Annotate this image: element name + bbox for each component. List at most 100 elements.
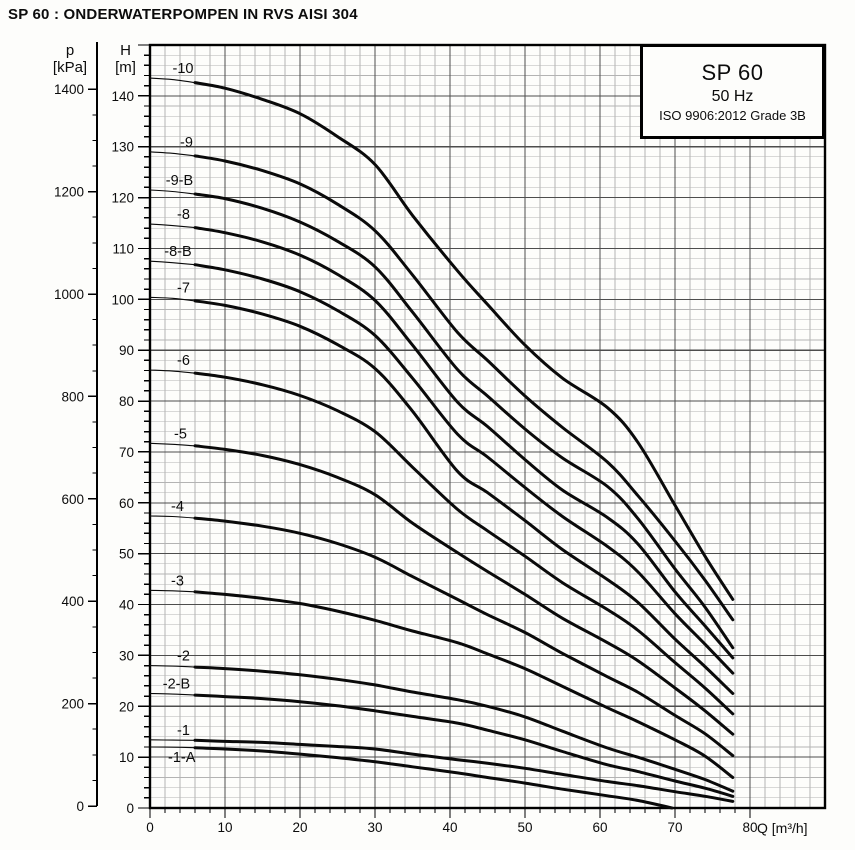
curve-thin-segment [149, 223, 196, 229]
curve-thin-segment [149, 665, 196, 668]
tick-label: 20 [292, 820, 307, 835]
curve-thick-segment [193, 154, 735, 622]
tick-label: 30 [119, 648, 134, 663]
curve--1-A [149, 746, 674, 810]
curve-thin-segment [149, 739, 196, 741]
curve-thick-segment [193, 746, 674, 810]
tick-label: 40 [119, 598, 134, 613]
curve--7 [149, 296, 735, 695]
plot-frame [148, 43, 827, 810]
tick-label: 1400 [54, 82, 84, 97]
curve-label--8-B: -8-B [164, 244, 191, 260]
legend-box: SP 60 50 Hz ISO 9906:2012 Grade 3B [640, 44, 825, 139]
curve-thick-segment [193, 693, 735, 798]
tick-label: 400 [61, 594, 84, 609]
tick-label: 0 [146, 820, 154, 835]
tick-label: 130 [111, 140, 134, 155]
tick-label: 20 [119, 699, 134, 714]
pressure-axis [88, 42, 98, 807]
tick-label: 50 [119, 547, 134, 562]
pump-curves [149, 77, 735, 810]
curve--2-B [149, 692, 735, 798]
curve-label--8: -8 [177, 207, 190, 223]
tick-label: 40 [442, 820, 457, 835]
head-axis-ticks [138, 44, 150, 809]
legend-model: SP 60 [701, 60, 764, 85]
curve-label--2-B: -2-B [163, 677, 190, 693]
tick-label: 0 [126, 801, 134, 816]
tick-label: 60 [119, 496, 134, 511]
curve--5 [149, 442, 735, 736]
curve-thin-segment [149, 515, 196, 519]
curve--8-B [149, 260, 735, 675]
curve-label--4: -4 [171, 499, 184, 515]
curve-label--3: -3 [171, 573, 184, 589]
legend-frequency: 50 Hz [711, 88, 754, 105]
curve-thick-segment [193, 299, 735, 695]
curve-label--6: -6 [177, 353, 190, 369]
curve--8 [149, 223, 735, 660]
curve-label--9-B: -9-B [166, 173, 193, 189]
tick-label: 10 [217, 820, 232, 835]
tick-label: 120 [111, 191, 134, 206]
flow-axis-label: Q [m³/h] [757, 820, 808, 836]
tick-label: 100 [111, 292, 134, 307]
pressure-axis-symbol: p [65, 42, 75, 59]
curve-thin-segment [149, 189, 196, 195]
curve--9 [149, 151, 735, 622]
curve-label--5: -5 [174, 426, 187, 442]
tick-label: 90 [119, 343, 134, 358]
pressure-axis-header: p [kPa] [40, 42, 100, 76]
curve-thick-segment [193, 263, 735, 675]
page-title: SP 60 : ONDERWATERPOMPEN IN RVS AISI 304 [8, 6, 358, 23]
curve-label--2: -2 [177, 649, 190, 665]
tick-label: 60 [592, 820, 607, 835]
curve-thick-segment [193, 192, 735, 650]
curve-thin-segment [149, 369, 196, 374]
tick-label: 1000 [54, 287, 84, 302]
tick-label: 140 [111, 89, 134, 104]
legend-standard: ISO 9906:2012 Grade 3B [659, 108, 806, 123]
flow-axis-ticks [149, 808, 751, 818]
curve-thin-segment [149, 296, 196, 302]
head-axis-tick-labels: 0 10 20 30 40 50 60 70 80 90 100 110 120 130 140 [111, 89, 134, 816]
curve-thick-segment [193, 444, 735, 736]
pressure-axis-unit: [kPa] [52, 59, 88, 76]
curve-thin-segment [149, 442, 196, 447]
tick-label: 600 [61, 492, 84, 507]
curve-thick-segment [193, 665, 735, 793]
curve-thick-segment [193, 371, 735, 716]
curve--9-B [149, 189, 735, 650]
tick-label: 110 [112, 241, 134, 256]
curve-label--7: -7 [177, 280, 190, 296]
curve-thick-segment [193, 738, 735, 803]
curve-thin-segment [149, 692, 196, 696]
tick-label: 50 [517, 820, 532, 835]
tick-label: 800 [61, 389, 84, 404]
head-axis-symbol: H [120, 42, 131, 59]
curve--3 [149, 589, 735, 779]
curve-thin-segment [149, 77, 196, 84]
tick-label: 30 [367, 820, 382, 835]
curve-thick-segment [193, 590, 735, 779]
flow-axis-tick-labels: 0 10 20 30 40 50 60 70 80 [146, 820, 757, 835]
curve-thick-segment [193, 516, 735, 758]
curve-thin-segment [149, 746, 196, 749]
curve-label--1: -1 [177, 723, 190, 739]
tick-label: 80 [119, 394, 134, 409]
tick-label: 200 [61, 697, 84, 712]
tick-label: 70 [119, 445, 134, 460]
curve-labels: -10 -9 -9-B -8 -8-B -7 -6 -5 -4 -3 -2 -2-B -1 -1-A [163, 61, 196, 766]
curve--6 [149, 369, 735, 716]
tick-label: 0 [76, 799, 84, 814]
tick-label: 1200 [54, 185, 84, 200]
curve-thin-segment [149, 260, 196, 266]
curve-thin-segment [149, 151, 196, 157]
head-axis-header: H [m] [103, 42, 148, 76]
pressure-axis-tick-labels: 0 200 400 600 800 1000 1200 1400 [54, 82, 84, 814]
curve-label--10: -10 [173, 61, 194, 77]
curve-thick-segment [193, 81, 735, 601]
curve-label--9: -9 [180, 135, 193, 151]
curve--1 [149, 738, 735, 803]
